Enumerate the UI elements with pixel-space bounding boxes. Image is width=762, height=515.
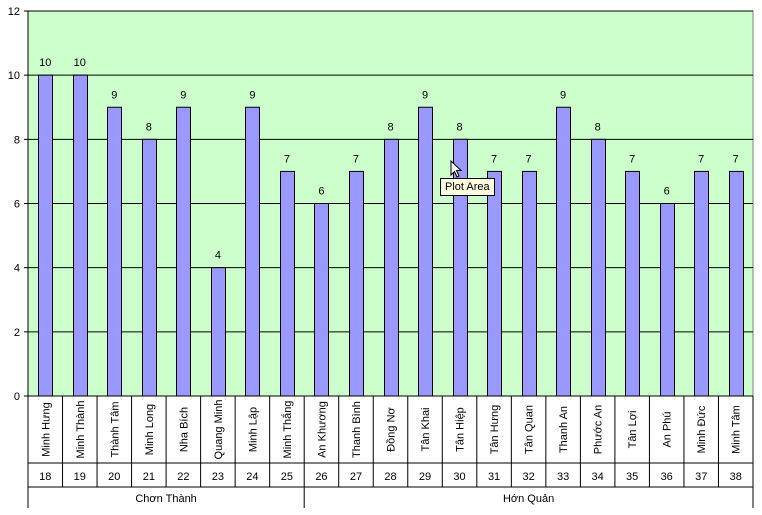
x-category-code: 19	[74, 471, 86, 483]
bar[interactable]	[314, 203, 329, 397]
x-category-code: 32	[522, 471, 534, 483]
data-label: 9	[180, 89, 186, 101]
x-category-label: Nha Bích	[178, 407, 190, 452]
x-category-code: 26	[315, 471, 327, 483]
x-category-label: Minh Hưng	[40, 402, 52, 456]
y-tick-label: 4	[14, 263, 20, 275]
bar[interactable]	[522, 170, 537, 397]
x-category-label: Phước An	[593, 405, 605, 454]
data-label: 7	[353, 153, 359, 165]
bar[interactable]	[729, 170, 744, 397]
bar[interactable]	[660, 203, 675, 397]
data-label: 9	[249, 89, 255, 101]
x-category-label: Minh Long	[144, 404, 156, 455]
tooltip: Plot Area	[440, 178, 495, 196]
data-label: 6	[664, 186, 670, 198]
bar[interactable]	[211, 267, 226, 397]
bar[interactable]	[487, 170, 502, 397]
bar[interactable]	[73, 74, 88, 397]
x-category-label: Thanh An	[558, 406, 570, 453]
data-label: 8	[456, 121, 462, 133]
data-label: 7	[491, 153, 497, 165]
data-label: 7	[629, 153, 635, 165]
bar[interactable]	[176, 106, 191, 397]
data-label: 10	[74, 57, 86, 69]
data-label: 7	[284, 153, 290, 165]
data-label: 8	[387, 121, 393, 133]
data-label: 8	[146, 121, 152, 133]
x-category-label: Tân Khai	[420, 407, 432, 451]
x-category-code: 31	[488, 471, 500, 483]
x-axis: Minh Hưng 18 Minh Thành 19 Thành Tâm 20 Minh L…	[27, 395, 754, 508]
bars: 10 10 9 8 9 4 9 7 6 7 8 9 8 7 7 9 8 7 6 7 7	[38, 57, 744, 397]
y-tick-label: 2	[14, 327, 20, 339]
data-label: 9	[111, 89, 117, 101]
data-label: 7	[526, 153, 532, 165]
data-label: 9	[560, 89, 566, 101]
y-tick-label: 8	[14, 134, 20, 146]
bar[interactable]	[418, 106, 433, 397]
bar[interactable]	[556, 106, 571, 397]
x-category-code: 30	[453, 471, 465, 483]
bar[interactable]	[625, 170, 640, 397]
x-category-label: Thành Tâm	[109, 401, 121, 457]
x-category-label: An Khương	[316, 401, 328, 458]
bar[interactable]	[349, 170, 364, 397]
bar[interactable]	[280, 170, 295, 397]
x-category-code: 24	[246, 471, 258, 483]
x-category-code: 33	[557, 471, 569, 483]
x-group-label: Hớn Quản	[503, 493, 554, 505]
bar[interactable]	[591, 138, 606, 397]
x-category-code: 29	[419, 471, 431, 483]
data-label: 9	[422, 89, 428, 101]
x-category-code: 28	[384, 471, 396, 483]
x-category-label: Tân Hưng	[489, 405, 501, 455]
y-tick-label: 10	[8, 70, 20, 82]
x-category-label: Tân Quan	[524, 405, 536, 454]
x-category-code: 35	[626, 471, 638, 483]
bar[interactable]	[107, 106, 122, 397]
x-category-label: Tân Hiệp	[455, 407, 467, 452]
x-category-label: Minh Lập	[247, 407, 259, 452]
x-category-code: 34	[592, 471, 604, 483]
data-label: 10	[39, 57, 51, 69]
bar[interactable]	[384, 138, 399, 397]
data-label: 7	[698, 153, 704, 165]
x-category-code: 36	[661, 471, 673, 483]
x-category-label: Tân Lợi	[627, 411, 639, 449]
data-label: 4	[215, 250, 221, 262]
y-axis: 0 2 4 6 8 10 12	[8, 6, 29, 403]
mouse-cursor-icon	[450, 159, 463, 184]
bar[interactable]	[142, 138, 157, 397]
x-category-label: Minh Tâm	[731, 405, 743, 454]
x-category-label: Minh Thành	[75, 401, 87, 459]
data-label: 8	[595, 121, 601, 133]
x-category-label: Minh Đức	[696, 405, 708, 453]
bar[interactable]	[694, 170, 709, 397]
x-category-code: 18	[39, 471, 51, 483]
data-label: 7	[733, 153, 739, 165]
x-category-code: 23	[212, 471, 224, 483]
x-category-code: 22	[177, 471, 189, 483]
y-tick-label: 12	[8, 6, 20, 18]
x-group-label: Chơn Thành	[135, 493, 196, 505]
x-category-code: 38	[730, 471, 742, 483]
x-category-label: An Phú	[662, 411, 674, 447]
data-label: 6	[318, 186, 324, 198]
bar[interactable]	[245, 106, 260, 397]
y-tick-label: 6	[14, 199, 20, 211]
x-category-label: Thanh Bình	[351, 401, 363, 458]
x-category-code: 25	[281, 471, 293, 483]
x-category-code: 27	[350, 471, 362, 483]
bar[interactable]	[38, 74, 53, 397]
x-category-code: 37	[695, 471, 707, 483]
x-category-code: 21	[143, 471, 155, 483]
y-tick-label: 0	[14, 391, 20, 403]
x-category-label: Quang Minh	[213, 400, 225, 460]
x-category-label: Đồng Nơ	[386, 407, 398, 452]
x-category-code: 20	[108, 471, 120, 483]
x-category-label: Minh Thắng	[281, 401, 294, 459]
